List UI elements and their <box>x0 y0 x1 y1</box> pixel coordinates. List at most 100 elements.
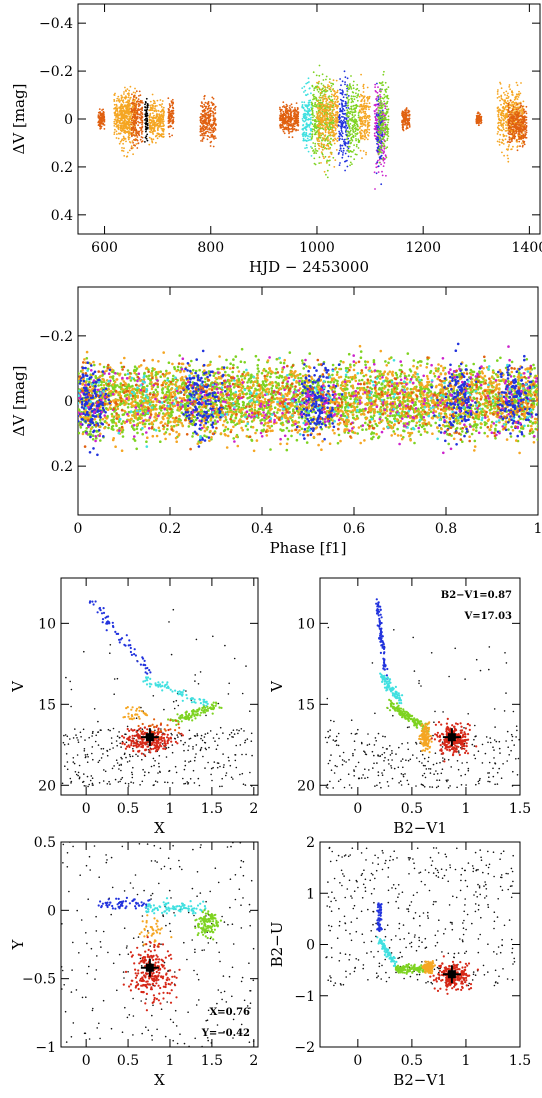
p1-point <box>338 113 341 116</box>
p1-point <box>144 136 147 139</box>
p1-point <box>135 103 138 106</box>
p1-point <box>387 115 390 118</box>
p1-point <box>209 145 212 147</box>
p1-point <box>362 110 365 113</box>
p1-point <box>329 78 331 80</box>
p1-point <box>375 131 378 134</box>
p1-point <box>387 132 389 135</box>
p1-point <box>330 153 333 156</box>
p1-point <box>148 136 151 139</box>
p1-point <box>500 125 503 127</box>
p1-point <box>344 76 347 79</box>
p1-point <box>509 130 511 133</box>
p1-point <box>515 108 518 111</box>
p1-point <box>511 93 514 96</box>
p1-point <box>364 119 367 122</box>
p1-point <box>280 126 282 129</box>
p1-point <box>132 134 135 137</box>
p1-point <box>206 122 209 125</box>
p1-point <box>323 109 326 112</box>
p1-point <box>405 117 408 120</box>
p1-point <box>373 132 376 135</box>
p1-point <box>347 95 350 97</box>
p1-point <box>157 117 160 120</box>
p1-point <box>345 130 348 133</box>
p1-point <box>361 157 363 160</box>
p1-point <box>202 122 205 124</box>
p1-point <box>325 147 328 150</box>
p1-point <box>353 149 355 152</box>
p1-point <box>199 105 202 107</box>
p1-point <box>290 114 293 117</box>
p1-point <box>132 113 135 116</box>
p1-point <box>335 98 338 101</box>
p1-point <box>327 110 330 112</box>
p1-point <box>339 144 342 147</box>
p1-point <box>514 127 517 130</box>
p1-point <box>168 135 171 138</box>
p1-point <box>148 121 151 124</box>
p1-point <box>401 124 404 126</box>
p1-point <box>200 140 202 142</box>
p1-point <box>501 138 504 141</box>
p1-point <box>377 165 380 168</box>
p1-point <box>297 115 299 117</box>
p1-point <box>382 111 384 113</box>
p1-point <box>138 134 141 137</box>
p1-point <box>352 80 355 83</box>
p1-point <box>518 140 521 143</box>
p1-point <box>312 114 314 116</box>
p1-point <box>365 137 368 139</box>
p1-point <box>210 101 213 104</box>
p1-point <box>404 109 406 112</box>
p1-point <box>130 107 133 110</box>
p1-point <box>361 135 364 138</box>
p1-point <box>155 141 157 144</box>
p1-point <box>302 113 305 116</box>
p1-point <box>343 109 346 112</box>
p1-point <box>363 132 366 135</box>
p1-point <box>341 122 343 125</box>
p1-point <box>502 143 505 145</box>
p1-point <box>294 107 296 109</box>
p1-point <box>349 133 352 136</box>
p1-point <box>310 137 313 140</box>
p1-point <box>339 88 341 91</box>
p1-point <box>285 116 288 119</box>
p1-point <box>331 82 334 85</box>
p1-point <box>338 149 341 152</box>
p1-point <box>310 122 312 124</box>
p1-point <box>322 87 324 90</box>
p1-point <box>327 144 330 147</box>
p1-point <box>373 135 376 137</box>
p1-point <box>374 112 376 115</box>
p1-point <box>119 132 122 135</box>
p1-point <box>522 125 524 128</box>
p1-point <box>210 126 213 129</box>
p1-point <box>145 97 148 100</box>
p1-point <box>331 124 334 126</box>
p1-point <box>212 117 215 119</box>
p1-point <box>307 104 310 107</box>
p1-point <box>352 135 354 138</box>
p1-point <box>328 147 331 150</box>
p1-point <box>510 117 513 120</box>
p1-point <box>295 128 298 131</box>
p1-point <box>148 109 151 112</box>
p1-point <box>362 97 365 99</box>
p1-point <box>171 110 174 113</box>
p1-point <box>293 122 295 125</box>
p1-point <box>321 101 323 104</box>
p1-point <box>157 122 159 125</box>
p1-point <box>313 157 316 160</box>
p1-point <box>168 118 171 121</box>
p1-point <box>381 122 384 124</box>
p1-point <box>140 117 143 120</box>
p1-point <box>375 138 378 141</box>
p1-point <box>502 128 505 131</box>
p1-point <box>505 135 508 137</box>
p1-point <box>285 112 288 115</box>
p1-point <box>321 137 324 139</box>
p1-point <box>213 122 216 125</box>
p1-point <box>307 150 310 153</box>
